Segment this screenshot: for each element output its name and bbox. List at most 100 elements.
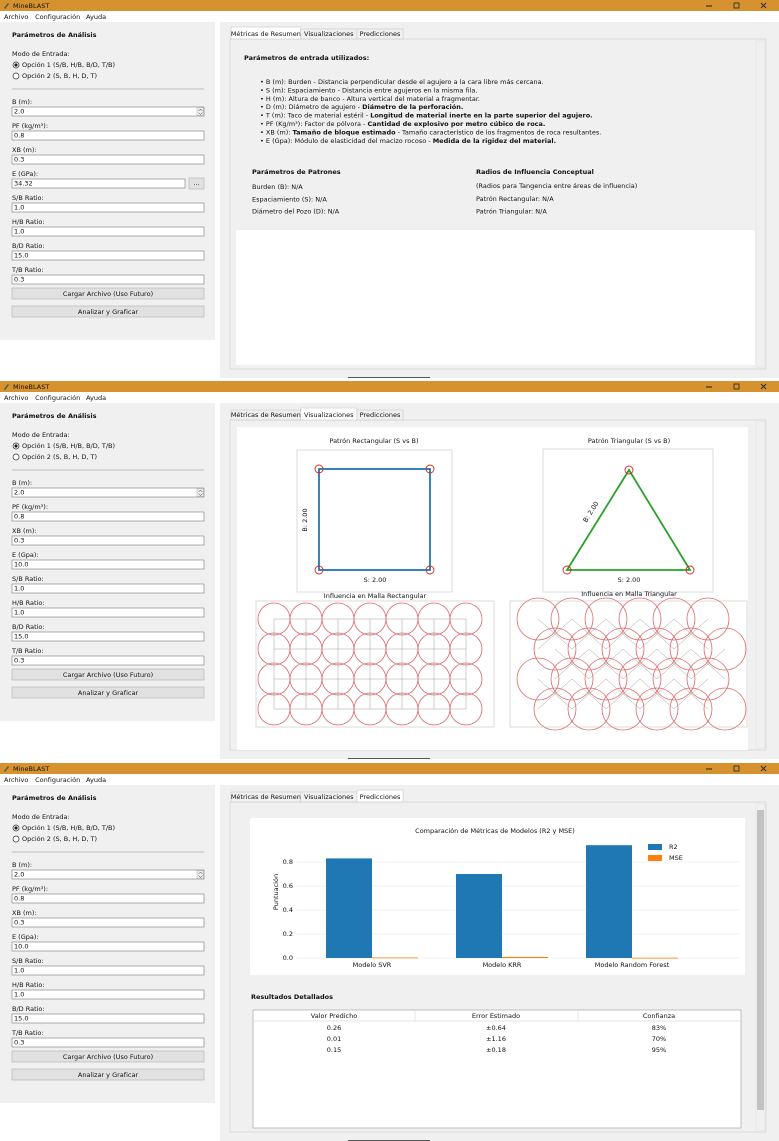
input[interactable]: [11, 1013, 205, 1024]
button-label[interactable]: Analizar y Graficar: [78, 1071, 139, 1079]
browse-button[interactable]: [188, 177, 205, 190]
button-label[interactable]: Cargar Archivo (Uso Futuro): [63, 290, 153, 298]
radio-label[interactable]: Opción 1 (S/B, H/B, B/D, T/B): [22, 61, 115, 69]
input[interactable]: [11, 607, 205, 618]
input[interactable]: [11, 511, 205, 522]
param-text: • D (m): Diámetro de agujero -: [260, 103, 362, 111]
plot-area: [237, 427, 748, 750]
input[interactable]: [11, 869, 205, 880]
input[interactable]: [11, 941, 205, 952]
menu-item[interactable]: Ayuda: [86, 776, 106, 784]
button[interactable]: [11, 1050, 205, 1063]
tab-label[interactable]: Métricas de Resumen: [231, 30, 301, 38]
field-label: S/B Ratio:: [12, 575, 44, 583]
input[interactable]: [11, 202, 205, 213]
input[interactable]: [11, 655, 205, 666]
radio[interactable]: [12, 453, 20, 461]
field-label: B (m):: [12, 861, 32, 869]
input[interactable]: [11, 487, 205, 498]
button-label[interactable]: Analizar y Graficar: [78, 308, 139, 316]
spin-button[interactable]: [196, 870, 204, 879]
input[interactable]: [11, 559, 205, 570]
input[interactable]: [11, 1037, 205, 1048]
input[interactable]: [11, 250, 205, 261]
radio[interactable]: [12, 72, 20, 80]
button[interactable]: [11, 305, 205, 318]
tab-label[interactable]: Métricas de Resumen: [231, 793, 301, 801]
tab-label[interactable]: Métricas de Resumen: [231, 411, 301, 419]
menu-item[interactable]: Ayuda: [86, 394, 106, 402]
mesh-line: [673, 618, 709, 650]
menu-item[interactable]: Configuración: [35, 394, 80, 402]
menu-item[interactable]: Configuración: [35, 13, 80, 21]
radio-label[interactable]: Opción 1 (S/B, H/B, B/D, T/B): [22, 442, 115, 450]
influence-circle: [533, 687, 577, 731]
close-button[interactable]: [760, 2, 767, 9]
maximize-button[interactable]: [733, 383, 740, 390]
input[interactable]: [11, 226, 205, 237]
menu-item[interactable]: Archivo: [4, 13, 28, 21]
menu-item[interactable]: Archivo: [4, 394, 28, 402]
bar: [502, 956, 548, 958]
browse-label[interactable]: ...: [193, 179, 199, 187]
tab-label[interactable]: Visualizaciones: [304, 30, 354, 38]
spin-button[interactable]: [196, 107, 204, 116]
influence-circle: [550, 657, 594, 701]
close-button[interactable]: [760, 383, 767, 390]
menu-item[interactable]: Configuración: [35, 776, 80, 784]
field-label: E (Gpa):: [12, 933, 39, 941]
radio-label[interactable]: Opción 2 (S, B, H, D, T): [22, 72, 97, 80]
tab-label[interactable]: Predicciones: [360, 793, 401, 801]
input[interactable]: [11, 965, 205, 976]
maximize-button[interactable]: [733, 765, 740, 772]
radio-dot: [14, 63, 18, 67]
tab[interactable]: [356, 789, 404, 803]
radio[interactable]: [12, 835, 20, 843]
mesh-line: [537, 678, 573, 710]
spin-button[interactable]: [196, 488, 204, 497]
button-label[interactable]: Analizar y Graficar: [78, 689, 139, 697]
mesh-line: [537, 618, 573, 650]
bar: [586, 845, 632, 958]
mesh-line: [690, 648, 726, 680]
button-label[interactable]: Cargar Archivo (Uso Futuro): [63, 1053, 153, 1061]
tab-label[interactable]: Visualizaciones: [304, 793, 354, 801]
button[interactable]: [11, 287, 205, 300]
tab-label[interactable]: Predicciones: [360, 30, 401, 38]
menu-item[interactable]: Ayuda: [86, 13, 106, 21]
radio-label[interactable]: Opción 2 (S, B, H, D, T): [22, 453, 97, 461]
param-item: • S (m): Espaciamiento - Distancia entre…: [260, 86, 477, 94]
input-value: 10.0: [14, 561, 28, 569]
maximize-button[interactable]: [733, 2, 740, 9]
menu-item[interactable]: Archivo: [4, 776, 28, 784]
tab[interactable]: [356, 28, 404, 40]
radio-label[interactable]: Opción 2 (S, B, H, D, T): [22, 835, 97, 843]
input[interactable]: [11, 130, 205, 141]
close-button[interactable]: [760, 765, 767, 772]
input[interactable]: [11, 893, 205, 904]
input[interactable]: [11, 154, 205, 165]
input[interactable]: [11, 989, 205, 1000]
scrollbar[interactable]: [755, 40, 766, 368]
tab-label[interactable]: Predicciones: [360, 411, 401, 419]
scrollbar[interactable]: [755, 421, 766, 749]
button-label[interactable]: Cargar Archivo (Uso Futuro): [63, 671, 153, 679]
input[interactable]: [11, 274, 205, 285]
input[interactable]: [11, 178, 186, 189]
button[interactable]: [11, 686, 205, 699]
table-cell: 83%: [652, 1024, 666, 1032]
button[interactable]: [11, 1068, 205, 1081]
scroll-thumb[interactable]: [757, 810, 764, 1110]
influence-circle: [618, 597, 662, 641]
tab-label[interactable]: Visualizaciones: [304, 411, 354, 419]
input[interactable]: [11, 106, 205, 117]
input[interactable]: [11, 631, 205, 642]
input[interactable]: [11, 917, 205, 928]
input[interactable]: [11, 583, 205, 594]
plot-title: Influencia en Malla Triangular: [581, 590, 677, 598]
input[interactable]: [11, 535, 205, 546]
radio-label[interactable]: Opción 1 (S/B, H/B, B/D, T/B): [22, 824, 115, 832]
tab[interactable]: [356, 409, 404, 421]
button[interactable]: [11, 668, 205, 681]
field-label: E (Gpa):: [12, 551, 39, 559]
